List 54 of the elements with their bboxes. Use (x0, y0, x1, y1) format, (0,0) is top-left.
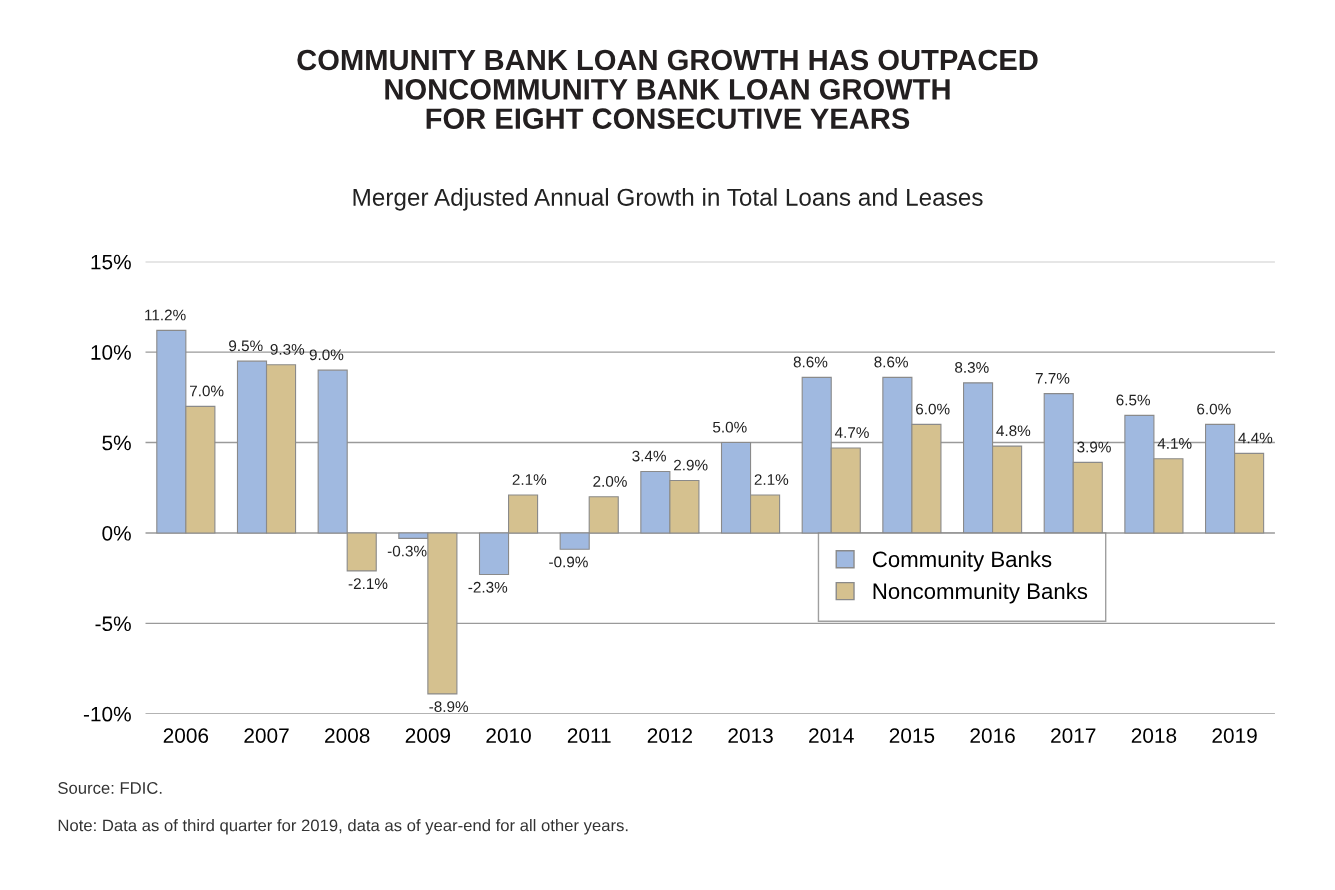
x-tick-label: 2011 (567, 728, 611, 743)
x-tick-label: 2007 (244, 728, 289, 743)
data-label: 3.9% (1077, 441, 1111, 453)
data-label: 8.6% (793, 356, 828, 368)
data-label: 5.0% (712, 421, 747, 433)
data-label: -2.1% (348, 578, 388, 590)
y-tick-label: 0% (102, 525, 131, 541)
x-tick-label: 2006 (163, 728, 209, 743)
data-label: 4.7% (834, 427, 869, 438)
data-label: 8.6% (874, 356, 908, 368)
chart-title: COMMUNITY BANK LOAN GROWTH HAS OUTPACED NONCOMMUNITY BANK LOAN GROWTH FOR EIGHT CONSECUTIVE YEARS (297, 49, 1038, 129)
data-label: -8.9% (429, 701, 469, 713)
y-tick-label: 5% (102, 435, 131, 451)
data-label: 6.0% (1197, 403, 1231, 415)
data-label: 9.0% (309, 349, 344, 361)
data-label: 11.2% (145, 309, 186, 321)
data-label: 7.0% (189, 385, 224, 397)
data-label: 7.7% (1035, 372, 1070, 384)
data-label: 2.1% (754, 474, 789, 485)
data-label: 2.9% (674, 459, 708, 471)
data-label: 2.1% (512, 474, 547, 485)
data-label: 9.3% (270, 343, 305, 355)
data-label: -0.9% (549, 556, 588, 568)
y-tick-label: 15% (91, 254, 131, 270)
chart-subtitle: Merger Adjusted Annual Growth in Total Loans and Leases (353, 188, 983, 211)
x-tick-label: 2008 (325, 728, 370, 743)
x-tick-label: 2013 (728, 728, 773, 743)
text: Note: Data as of third quarter for 2019, data as of year-end for all other years. (58, 819, 628, 835)
data-label: -2.3% (468, 581, 508, 593)
x-tick-label: 2016 (970, 728, 1015, 743)
data-label: 6.0% (916, 403, 950, 415)
data-label: 4.1% (1157, 438, 1192, 449)
data-label: 4.8% (996, 425, 1031, 437)
x-tick-label: 2015 (889, 728, 935, 743)
data-label: 8.3% (955, 362, 989, 373)
x-tick-label: 2012 (647, 728, 693, 743)
legend-label: Community Banks (872, 550, 1052, 572)
legend-label: Noncommunity Banks (873, 582, 1088, 604)
y-tick-label: 10% (91, 345, 131, 360)
data-label: -0.3% (387, 545, 427, 557)
x-tick-label: 2009 (405, 728, 451, 743)
data-label: 2.0% (593, 475, 627, 487)
x-tick-label: 2018 (1131, 728, 1177, 743)
data-label: 6.5% (1116, 394, 1151, 406)
source-note: Source: FDIC. (58, 782, 162, 794)
x-tick-label: 2010 (486, 728, 531, 743)
x-tick-label: 2017 (1051, 728, 1096, 743)
data-label: 3.4% (632, 450, 666, 462)
data-label: 9.5% (229, 340, 263, 352)
y-tick-label: -10% (83, 706, 131, 722)
data-label: 4.4% (1238, 432, 1273, 444)
y-tick-label: -5% (95, 616, 131, 632)
x-tick-label: 2019 (1212, 728, 1257, 743)
x-tick-label: 2014 (809, 728, 854, 743)
